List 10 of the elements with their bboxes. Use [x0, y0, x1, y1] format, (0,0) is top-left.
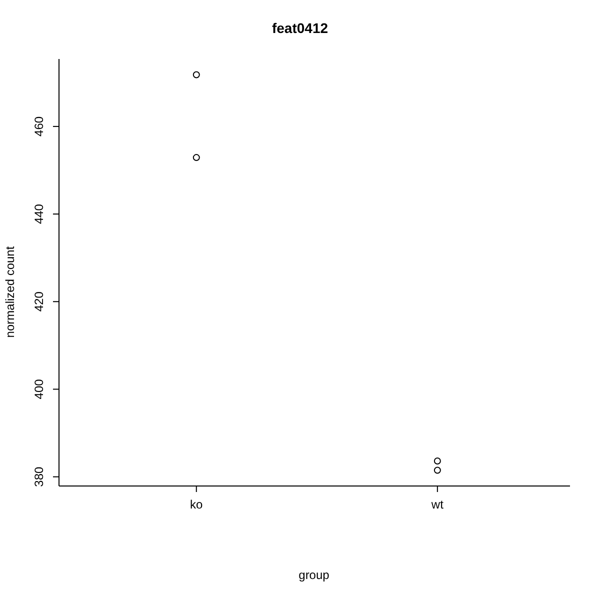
y-tick-label: 400: [32, 378, 46, 400]
x-tick-label: wt: [430, 498, 444, 512]
x-tick-label: ko: [190, 498, 204, 512]
y-tick-label: 380: [32, 466, 46, 487]
y-axis-title: normalized count: [3, 246, 17, 338]
chart-title: feat0412: [270, 20, 330, 36]
y-tick-label: 440: [32, 204, 46, 224]
y-tick-label: 460: [32, 116, 46, 136]
x-axis-title: group: [298, 568, 330, 582]
y-tick-label: 420: [32, 291, 46, 312]
